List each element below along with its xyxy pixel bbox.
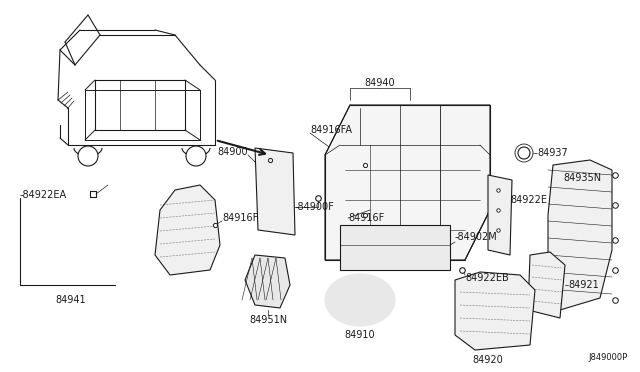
Polygon shape <box>325 105 490 260</box>
Polygon shape <box>528 252 565 318</box>
Text: 84935N: 84935N <box>563 173 601 183</box>
Circle shape <box>78 146 98 166</box>
Text: 84922EB: 84922EB <box>465 273 509 283</box>
Text: 84910: 84910 <box>345 330 375 340</box>
Polygon shape <box>340 225 450 270</box>
Text: -84922EA: -84922EA <box>20 190 67 200</box>
Polygon shape <box>455 272 535 350</box>
Polygon shape <box>548 160 612 310</box>
Text: 84941: 84941 <box>55 295 86 305</box>
Text: 84951N: 84951N <box>249 315 287 325</box>
Text: J849000P: J849000P <box>589 353 628 362</box>
Polygon shape <box>488 175 512 255</box>
Polygon shape <box>245 255 290 308</box>
Text: 84920: 84920 <box>472 355 504 365</box>
Text: 84916F: 84916F <box>222 213 259 223</box>
Polygon shape <box>155 185 220 275</box>
Circle shape <box>186 146 206 166</box>
Text: -84902M: -84902M <box>455 232 498 242</box>
Ellipse shape <box>325 274 395 326</box>
Text: 84922E: 84922E <box>510 195 547 205</box>
Text: 84940: 84940 <box>365 78 396 88</box>
Polygon shape <box>255 148 295 235</box>
Text: -84900F: -84900F <box>295 202 335 212</box>
Text: 84916FA: 84916FA <box>310 125 352 135</box>
Text: 84900: 84900 <box>218 147 248 157</box>
Text: 84921: 84921 <box>568 280 599 290</box>
Circle shape <box>518 147 530 159</box>
Text: 84937: 84937 <box>537 148 568 158</box>
Text: 84916F: 84916F <box>348 213 384 223</box>
